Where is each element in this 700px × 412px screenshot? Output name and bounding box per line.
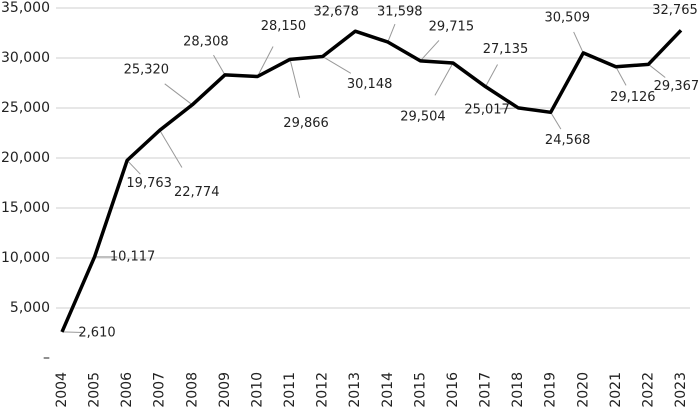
x-tick-label: 2009 [217,372,233,408]
data-label: 29,866 [283,116,329,131]
y-tick-label: 5,000 [10,300,50,316]
x-tick-label: 2014 [380,372,396,408]
x-tick-label: 2017 [478,372,494,408]
data-label: 25,017 [464,102,510,117]
leader-line [499,107,519,110]
data-label: 25,320 [124,62,170,77]
data-label: 22,774 [174,185,220,200]
leader-line [485,64,498,87]
x-tick-label: 2021 [608,372,624,408]
x-tick-label: 2019 [543,372,559,408]
data-label: 10,117 [110,249,156,264]
y-tick-label: 35,000 [1,0,50,16]
leader-line [257,46,274,77]
data-label: 28,308 [183,34,229,49]
x-tick-label: 2015 [412,372,428,408]
x-tick-label: 2010 [249,372,265,408]
x-tick-label: 2006 [119,372,135,408]
data-label: 27,135 [483,42,529,57]
x-tick-label: 2008 [184,372,200,408]
x-tick-label: 2022 [640,372,656,408]
x-tick-label: 2020 [575,372,591,408]
x-tick-label: 2012 [315,372,331,408]
leader-line [289,59,301,98]
x-tick-label: 2016 [445,372,461,408]
leader-line [550,112,562,130]
leader-line [164,83,193,106]
leader-line [648,63,666,78]
y-tick-label: 30,000 [1,50,50,66]
data-label: 28,150 [261,19,307,34]
y-tick-label: 10,000 [1,250,50,266]
data-label: 30,148 [347,77,393,92]
x-tick-label: 2007 [152,372,168,408]
data-label: 29,715 [429,19,475,34]
data-label: 29,367 [654,79,700,94]
y-tick-label: 20,000 [1,150,50,166]
line [60,29,683,333]
leader-line [387,23,396,43]
data-label: 24,568 [545,133,591,148]
leader-line [159,130,183,168]
x-tick-label: 2013 [347,372,363,408]
data-label: 31,598 [377,5,423,20]
leader-line [419,40,440,62]
x-tick-label: 2023 [673,372,689,408]
leader-line [213,54,226,76]
data-label: 2,610 [78,325,115,340]
data-label: 32,678 [313,5,359,20]
x-tick-label: 2011 [282,372,298,408]
data-label: 32,765 [652,3,698,18]
data-label: 19,763 [126,176,172,191]
y-tick-label: 25,000 [1,100,50,116]
leader-line [126,160,141,175]
leader-line [322,56,352,74]
x-tick-label: 2005 [87,372,103,408]
leader-line [615,66,627,86]
x-tick-label: 2004 [54,372,70,408]
leader-line [434,62,454,96]
data-label: 29,504 [400,109,446,124]
x-tick-label: 2018 [510,372,526,408]
leader-line [573,31,584,54]
data-label: 30,509 [545,10,591,25]
data-label: 29,126 [610,90,656,105]
leader-line [61,331,84,333]
y-tick-label: – [43,350,50,366]
y-tick-label: 15,000 [1,200,50,216]
